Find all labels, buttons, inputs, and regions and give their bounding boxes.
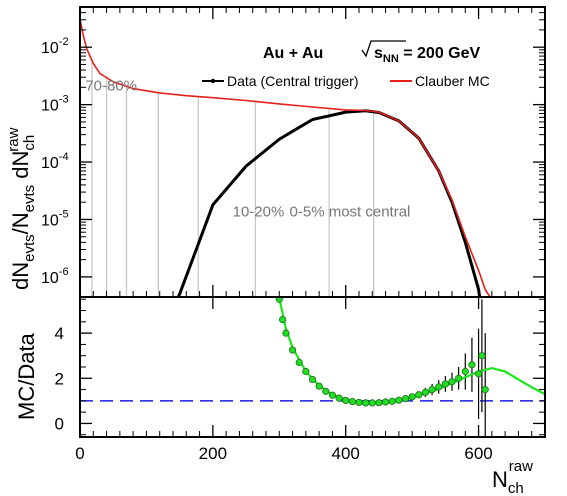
ratio-point bbox=[335, 394, 343, 402]
ratio-point bbox=[275, 297, 283, 303]
x-tick-label: 200 bbox=[199, 444, 227, 463]
bottom-plot-frame bbox=[79, 296, 546, 438]
top-series bbox=[80, 19, 492, 297]
ratio-point bbox=[395, 396, 403, 404]
centrality-label: 10-20% bbox=[233, 204, 285, 221]
ratio-error-bars bbox=[278, 298, 486, 437]
ratio-point bbox=[474, 370, 483, 378]
ratio-point bbox=[435, 383, 443, 391]
legend: Data (Central trigger) Clauber MC bbox=[202, 73, 490, 89]
bottom-panel: 0 2 4 0 200 400 600 MC/Data Nchraw bbox=[14, 7, 546, 496]
ratio-point bbox=[408, 393, 416, 401]
ratio-point bbox=[279, 315, 287, 324]
ratio-point bbox=[362, 399, 370, 407]
energy-label: sNN = 200 GeV bbox=[361, 40, 481, 65]
top-y-axis-label: dNevts/Nevts dNchraw bbox=[5, 127, 38, 290]
ratio-point bbox=[381, 398, 390, 406]
ratio-point bbox=[302, 367, 310, 376]
centrality-labels: 70-80% 10-20% 0-5% most central bbox=[85, 77, 410, 220]
ratio-point bbox=[368, 399, 376, 407]
y-tick-label: 10-2 bbox=[41, 36, 69, 57]
ratio-point bbox=[461, 367, 469, 376]
data-curve bbox=[176, 109, 482, 297]
system-label: Au + Au bbox=[263, 45, 323, 62]
energy-label-s: s bbox=[374, 45, 383, 62]
sqrt-sign-icon bbox=[361, 40, 406, 58]
ratio-point bbox=[468, 361, 476, 369]
top-y-ticks: 10-6 10-5 10-4 10-3 10-2 bbox=[41, 6, 545, 287]
ratio-point bbox=[388, 397, 396, 405]
centrality-label: 70-80% bbox=[85, 77, 137, 94]
energy-label-value: = 200 GeV bbox=[399, 45, 481, 62]
ratio-point bbox=[478, 352, 486, 360]
ratio-point bbox=[288, 346, 297, 354]
legend-data-marker-icon bbox=[210, 78, 216, 84]
centrality-lines bbox=[91, 60, 375, 297]
ratio-point bbox=[348, 397, 356, 406]
ratio-point bbox=[328, 391, 337, 399]
ratio-point bbox=[295, 358, 303, 367]
x-tick-label: 400 bbox=[332, 444, 360, 463]
ratio-point bbox=[481, 385, 489, 394]
ratio-points bbox=[275, 297, 489, 407]
ratio-point bbox=[421, 388, 430, 396]
ratio-point bbox=[355, 398, 363, 407]
ratio-point bbox=[415, 391, 423, 399]
clauber-mc-curve bbox=[80, 19, 492, 297]
ratio-point bbox=[375, 399, 383, 407]
y-tick-label: 10-4 bbox=[41, 151, 69, 172]
energy-label-nn: NN bbox=[383, 53, 399, 65]
svg-text:sNN = 200 GeV: sNN = 200 GeV bbox=[374, 45, 481, 65]
ratio-point bbox=[322, 387, 330, 395]
centrality-label: 0-5% most central bbox=[290, 204, 411, 221]
x-axis-label: Nchraw bbox=[492, 458, 533, 496]
bottom-y-tick-label: 0 bbox=[55, 414, 64, 433]
ratio-point bbox=[428, 385, 436, 394]
ratio-point bbox=[282, 329, 290, 337]
ratio-point bbox=[441, 380, 449, 388]
ratio-point bbox=[448, 378, 456, 386]
ratio-point bbox=[342, 396, 350, 405]
x-tick-label: 0 bbox=[75, 444, 84, 463]
bottom-y-tick-label: 4 bbox=[55, 324, 64, 343]
bottom-y-tick-label: 2 bbox=[55, 369, 64, 388]
ratio-point bbox=[315, 382, 323, 390]
top-panel: 10-6 10-5 10-4 10-3 10-2 70-80% 10-20% 0-5% mo… bbox=[5, 6, 546, 298]
y-tick-label: 10-3 bbox=[41, 94, 69, 115]
ratio-point bbox=[455, 374, 463, 382]
ratio-point bbox=[401, 395, 410, 403]
x-tick-label: 600 bbox=[464, 444, 492, 463]
y-tick-label: 10-6 bbox=[41, 266, 69, 287]
legend-mc-label: Clauber MC bbox=[415, 73, 490, 89]
legend-data-label: Data (Central trigger) bbox=[227, 73, 359, 89]
ratio-point bbox=[308, 375, 317, 384]
y-tick-label: 10-5 bbox=[41, 208, 69, 229]
bottom-y-axis-label: MC/Data bbox=[14, 332, 39, 420]
